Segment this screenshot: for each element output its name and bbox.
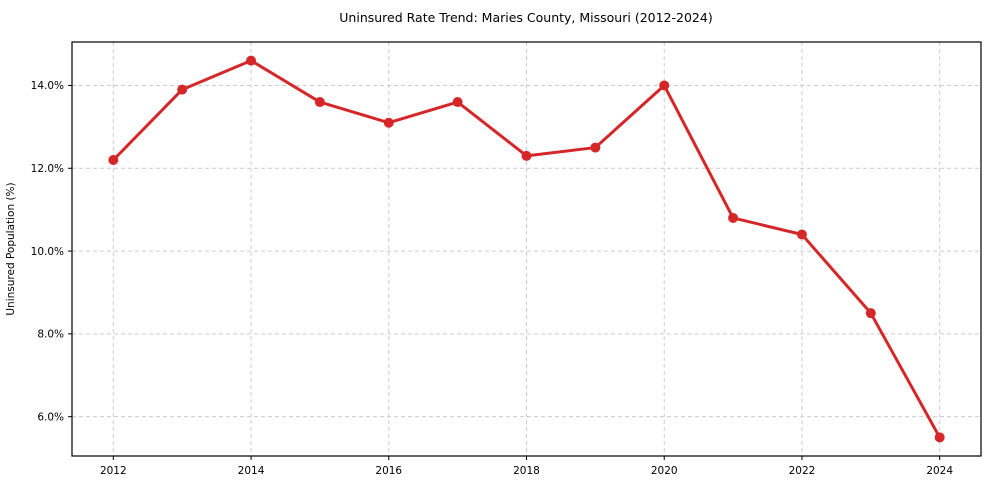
x-tick-label: 2014: [238, 465, 265, 477]
data-point: [934, 432, 945, 443]
data-point: [452, 97, 463, 108]
y-tick-label: 10.0%: [31, 246, 64, 258]
y-tick-label: 12.0%: [31, 163, 64, 175]
data-point: [177, 84, 188, 95]
y-tick-label: 8.0%: [37, 329, 64, 341]
x-tick-label: 2020: [651, 465, 678, 477]
data-point: [246, 55, 257, 66]
x-tick-label: 2022: [789, 465, 816, 477]
y-tick-label: 14.0%: [31, 80, 64, 92]
x-tick-label: 2024: [926, 465, 953, 477]
data-point: [108, 154, 119, 165]
data-point: [521, 150, 532, 161]
series-layer: [108, 55, 945, 443]
data-point: [728, 212, 739, 223]
data-point: [590, 142, 601, 153]
data-point: [865, 308, 876, 319]
y-axis-label: Uninsured Population (%): [5, 182, 17, 315]
data-point: [383, 117, 394, 128]
y-tick-label: 6.0%: [37, 411, 64, 423]
data-point: [796, 229, 807, 240]
grid-layer: [72, 42, 981, 456]
x-tick-label: 2012: [100, 465, 127, 477]
chart-title: Uninsured Rate Trend: Maries County, Mis…: [339, 10, 712, 25]
data-point: [659, 80, 670, 91]
axis-tick-layer: 2012 2014 2016 2018 2020 2022 2024 6.0% 8.0% 10.0…: [31, 80, 954, 477]
x-tick-label: 2018: [513, 465, 540, 477]
data-point: [314, 97, 325, 108]
x-tick-label: 2016: [375, 465, 402, 477]
